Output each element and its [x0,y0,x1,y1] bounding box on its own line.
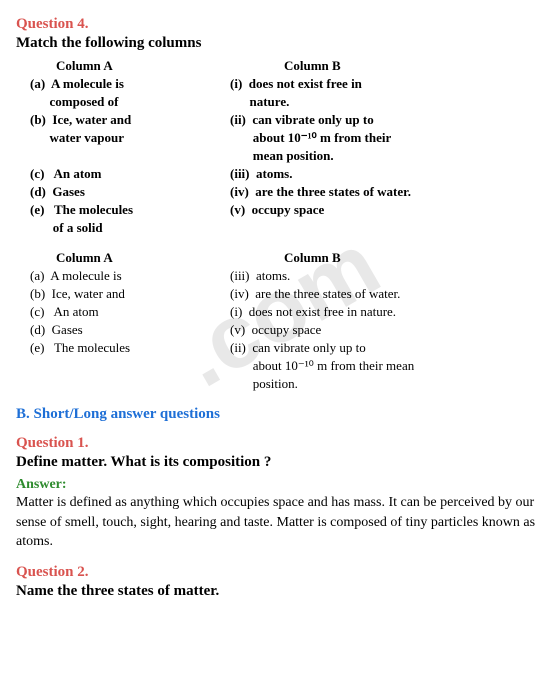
col-b-cell: mean position. [230,148,543,164]
table-row: (b) Ice, water and(ii) can vibrate only … [16,112,543,128]
col-a-cell: (a) A molecule is [30,76,230,92]
col-a-cell: (c) An atom [30,304,230,320]
table-row: (b) Ice, water and(iv) are the three sta… [16,286,543,302]
q4-answer-table: Column A Column B (a) A molecule is(iii)… [16,250,543,392]
col-b-cell: (i) does not exist free in [230,76,543,92]
col-b-cell: (i) does not exist free in nature. [230,304,543,320]
table-row: (a) A molecule is(i) does not exist free… [16,76,543,92]
col-b-header: Column B [256,58,543,74]
col-a-cell: (e) The molecules [30,340,230,356]
q2-title: Name the three states of matter. [16,583,543,600]
table-row: (d) Gases(iv) are the three states of wa… [16,184,543,200]
col-b-cell: (iv) are the three states of water. [230,184,543,200]
col-b-cell: (iii) atoms. [230,166,543,182]
col-a-cell: (e) The molecules [30,202,230,218]
col-b-ans-header: Column B [256,250,543,266]
table-row: (a) A molecule is(iii) atoms. [16,268,543,284]
table-row: composed of nature. [16,94,543,110]
col-a-header: Column A [16,58,256,74]
table-row: (c) An atom(iii) atoms. [16,166,543,182]
col-b-cell: nature. [230,94,543,110]
col-b-cell: position. [230,376,543,392]
col-a-cell: (d) Gases [30,184,230,200]
col-b-cell: (ii) can vibrate only up to [230,112,543,128]
col-b-cell: (ii) can vibrate only up to [230,340,543,356]
table-row: (c) An atom(i) does not exist free in na… [16,304,543,320]
col-b-cell: (v) occupy space [230,322,543,338]
col-a-cell: of a solid [30,220,230,236]
q4-question-table: Column A Column B (a) A molecule is(i) d… [16,58,543,236]
table-row: (e) The molecules(ii) can vibrate only u… [16,340,543,356]
table-row: (d) Gases(v) occupy space [16,322,543,338]
col-a-cell: water vapour [30,130,230,146]
col-a-cell: (a) A molecule is [30,268,230,284]
col-a-cell: composed of [30,94,230,110]
col-a-cell: (b) Ice, water and [30,286,230,302]
table-row: of a solid [16,220,543,236]
q4-title: Match the following columns [16,35,543,52]
col-b-cell: (iii) atoms. [230,268,543,284]
col-a-cell: (c) An atom [30,166,230,182]
table-row: (e) The molecules(v) occupy space [16,202,543,218]
table-row: mean position. [16,148,543,164]
col-b-cell: (iv) are the three states of water. [230,286,543,302]
table-row: position. [16,376,543,392]
col-b-cell: about 10⁻¹⁰ m from their [230,130,543,146]
q2-label: Question 2. [16,564,543,581]
q1-answer-text: Matter is defined as anything which occu… [16,493,543,552]
table-row: about 10⁻¹⁰ m from their mean [16,358,543,374]
q1-title: Define matter. What is its composition ? [16,454,543,471]
table-row: water vapour about 10⁻¹⁰ m from their [16,130,543,146]
col-b-cell: about 10⁻¹⁰ m from their mean [230,358,543,374]
col-a-cell: (b) Ice, water and [30,112,230,128]
section-b-header: B. Short/Long answer questions [16,406,543,423]
page-content: Question 4. Match the following columns … [16,16,543,600]
q1-answer-label: Answer: [16,477,543,493]
q4-label: Question 4. [16,16,543,33]
col-a-ans-header: Column A [16,250,256,266]
col-a-cell: (d) Gases [30,322,230,338]
q1-label: Question 1. [16,435,543,452]
col-b-cell: (v) occupy space [230,202,543,218]
